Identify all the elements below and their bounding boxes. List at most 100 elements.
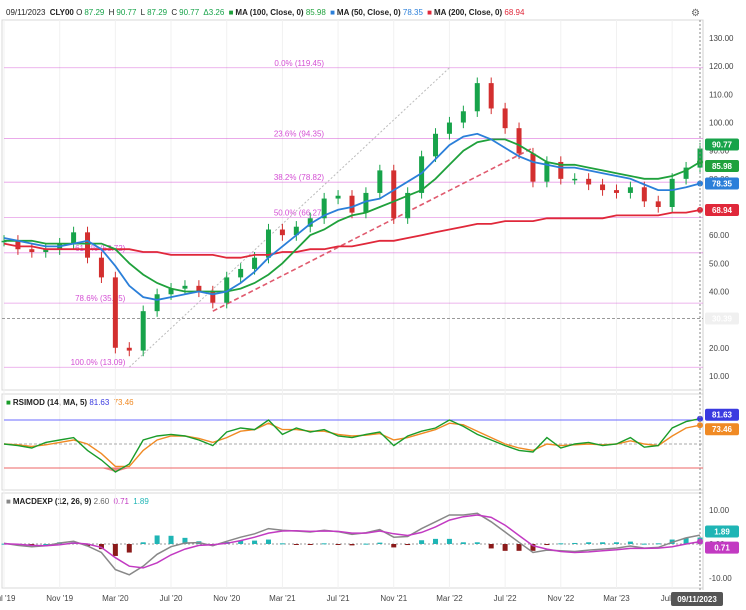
header-low: 87.29 xyxy=(147,8,168,17)
x-tick-label: Jul '19 xyxy=(0,594,16,603)
price-candle xyxy=(168,288,174,295)
last-value-tag xyxy=(705,312,739,325)
price-candle xyxy=(460,111,466,123)
header-high: 90.77 xyxy=(116,8,137,17)
macd-histogram-bar xyxy=(613,542,619,544)
price-candle xyxy=(586,178,592,185)
price-candle xyxy=(697,148,703,168)
price-candle xyxy=(419,156,425,193)
price-candle xyxy=(544,161,550,182)
last-value-tag xyxy=(705,177,739,190)
rsi-ma-line xyxy=(3,422,701,468)
ma50-line xyxy=(3,132,701,301)
price-candle xyxy=(488,83,494,109)
settings-gear-icon[interactable]: ⚙ xyxy=(691,8,700,19)
ma50-label: MA (50, Close, 0) xyxy=(336,8,401,17)
last-value-tag-text: 90.77 xyxy=(712,141,733,150)
price-candle xyxy=(641,187,647,202)
price-candle xyxy=(655,201,661,207)
macd-histogram-bar xyxy=(377,542,383,544)
last-value-tag-text: 81.63 xyxy=(712,411,733,420)
price-candle xyxy=(140,311,146,351)
price-candle xyxy=(210,291,216,303)
macd-histogram-bar xyxy=(544,544,550,546)
price-candle xyxy=(530,153,536,182)
last-value-tag xyxy=(705,423,739,436)
macd-histogram-bar xyxy=(627,541,633,544)
x-tick-label: Mar '20 xyxy=(102,594,129,603)
price-candle xyxy=(238,268,244,278)
price-candle xyxy=(516,128,522,154)
cursor-date-text: 09/11/2023 xyxy=(677,595,717,604)
fib-level-label: 78.6% (35.85) xyxy=(75,294,126,303)
macd-histogram-bar xyxy=(655,543,661,545)
pane-frame xyxy=(1,492,704,589)
macd-histogram-bar xyxy=(391,544,397,548)
price-y-tick: 110.00 xyxy=(709,90,733,99)
fib-level-label: 23.6% (94.35) xyxy=(274,129,325,138)
ma100-line xyxy=(4,138,701,293)
macd-histogram-bar xyxy=(433,538,439,544)
macd-histogram-bar xyxy=(530,544,536,551)
header-date: 09/11/2023 xyxy=(6,8,46,17)
last-value-tag xyxy=(705,160,739,173)
macd-histogram-bar xyxy=(572,542,578,544)
last-value-tag-text: 85.98 xyxy=(712,162,733,171)
price-y-tick: 10.00 xyxy=(709,372,730,381)
x-tick-label: Jul '21 xyxy=(327,594,350,603)
macd-line xyxy=(3,512,701,576)
ma100-value: 85.98 xyxy=(305,8,326,17)
price-candle xyxy=(405,192,411,219)
macd-histogram-bar xyxy=(460,542,466,544)
macd-histogram-bar xyxy=(474,542,480,544)
macd-label: MACDEXP (12, 26, 9) xyxy=(12,497,92,506)
macd-value: 2.60 xyxy=(93,497,110,506)
price-candle xyxy=(15,240,21,250)
last-value-tag-text: 73.46 xyxy=(712,425,733,434)
price-y-tick: 130.00 xyxy=(709,34,734,43)
macd-histogram-bar xyxy=(238,540,244,544)
ma-end-dot xyxy=(697,180,703,187)
price-candle xyxy=(613,190,619,193)
macd-signal-line xyxy=(3,514,701,569)
price-candle xyxy=(279,229,285,236)
rsi-oversold-fill xyxy=(4,468,700,472)
price-y-tick: 50.00 xyxy=(709,259,730,268)
x-tick-label: Nov '22 xyxy=(547,594,574,603)
price-candle xyxy=(433,133,439,157)
last-value-tag xyxy=(705,541,739,554)
macd-histogram-bar xyxy=(558,543,564,545)
macd-histogram-bar xyxy=(265,539,271,544)
macd-histogram-bar xyxy=(43,544,49,545)
macd-histogram-bar xyxy=(405,544,411,546)
macd-histogram-bar xyxy=(85,544,91,547)
price-y-tick: 20.00 xyxy=(709,344,730,353)
fib-level-label: 50.0% (66.27) xyxy=(274,209,325,218)
price-y-tick: 40.00 xyxy=(709,287,730,296)
price-candle xyxy=(683,167,689,179)
price-y-tick: 60.00 xyxy=(709,231,730,240)
ma200-value: 68.94 xyxy=(504,8,525,17)
macd-histogram-bar xyxy=(126,544,132,553)
price-y-tick: 90.00 xyxy=(709,147,730,156)
macd-histogram-bar xyxy=(446,538,452,544)
rsi-label: RSIMOD (14, MA, 5) xyxy=(12,398,88,407)
price-candle xyxy=(252,257,258,269)
macd-histogram-bar xyxy=(112,544,118,556)
x-tick-label: Mar '22 xyxy=(436,594,463,603)
ma-end-dot xyxy=(697,159,703,166)
x-tick-label: Nov '20 xyxy=(213,594,240,603)
ma200-line xyxy=(3,209,701,259)
price-candle xyxy=(502,108,508,129)
last-value-tag xyxy=(705,203,739,216)
x-tick-label: Mar '23 xyxy=(603,594,630,603)
price-candle xyxy=(196,285,202,292)
macd-histogram-bar xyxy=(488,544,494,549)
price-candle xyxy=(363,192,369,213)
last-value-tag xyxy=(705,525,739,538)
trendline xyxy=(212,147,534,312)
macd-y-tick: -10.00 xyxy=(709,574,732,583)
